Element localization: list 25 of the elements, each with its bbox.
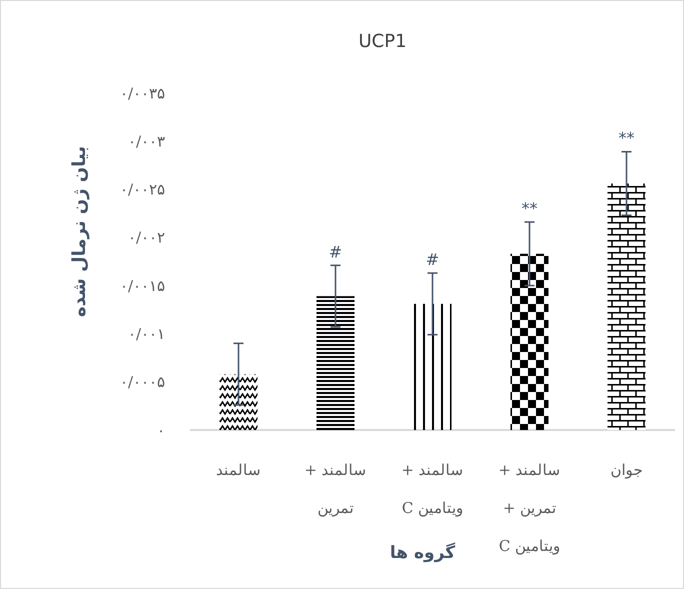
x-axis-title: گروه ها [390, 542, 456, 563]
x-tick-label: سالمند [216, 461, 261, 479]
annotation: ** [618, 128, 634, 148]
annotation: # [426, 250, 440, 270]
y-tick-label: ۰/۰۰۰۵ [120, 373, 165, 392]
bar [510, 254, 548, 430]
y-tick-label: ۰/۰۰۳۵ [120, 84, 165, 102]
y-tick-label: ۰/۰۰۱ [128, 324, 165, 343]
annotation: # [328, 242, 342, 262]
y-tick-label: ۰/۰۰۲ [128, 228, 165, 247]
bar [608, 184, 646, 430]
y-axis-title: بیان ژن نرمال شده [69, 146, 90, 317]
y-tick-label: ۰/۰۰۱۵ [120, 276, 165, 295]
chart-title: UCP1 [358, 31, 407, 52]
bar [316, 296, 354, 430]
y-tick-label: ۰/۰۰۲۵ [120, 180, 165, 199]
y-tick-label: ۰ [157, 421, 165, 440]
category-label: سالمند + تمرین [304, 461, 367, 517]
category-label: سالمند + ویتامین C [401, 461, 464, 517]
x-tick-label: جوان [610, 461, 642, 479]
bar [414, 304, 452, 430]
category-label: سالمند + تمرین + ویتامین C [498, 461, 561, 555]
annotation: ** [522, 199, 538, 218]
y-tick-label: ۰/۰۰۳ [128, 132, 165, 150]
bar [220, 374, 258, 430]
